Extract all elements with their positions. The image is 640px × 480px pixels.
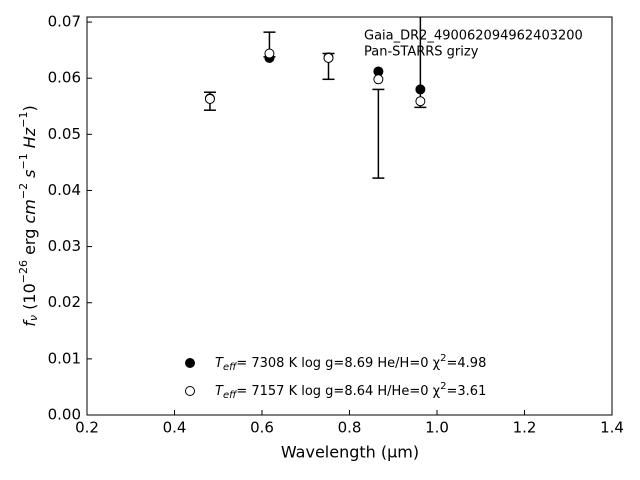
- y-label-part: −1: [17, 153, 30, 169]
- legend-label: Teff= 7308 K log g=8.69 He/H=0 χ2=4.98: [215, 353, 486, 373]
- y-tick-label: 0.06: [48, 69, 81, 87]
- x-axis-label: Wavelength (μm): [281, 443, 419, 462]
- y-tick-label: 0.00: [48, 406, 81, 424]
- x-tick-label: 1.4: [600, 419, 624, 437]
- y-label-part: f: [20, 319, 39, 327]
- errorbar-group: [203, 17, 427, 179]
- x-tick-label: 0.4: [163, 419, 187, 437]
- data-point: [415, 96, 426, 107]
- y-axis-label: fν (10−26 erg cm−2 s−1 Hz−1): [17, 105, 40, 326]
- legend-label: Teff= 7157 K log g=8.64 H/He=0 χ2=3.61: [215, 381, 486, 401]
- y-tick-label: 0.04: [48, 181, 81, 199]
- x-tick-label: 1.2: [513, 419, 537, 437]
- y-tick-label: 0.05: [48, 125, 81, 143]
- y-tick-label: 0.01: [48, 349, 81, 367]
- data-point: [415, 84, 426, 95]
- x-tick-label: 1.0: [425, 419, 449, 437]
- y-tick-label: 0.03: [48, 237, 81, 255]
- data-point: [373, 74, 384, 85]
- x-tick-label: 0.8: [338, 419, 362, 437]
- legend-marker: [185, 386, 195, 396]
- errorbar: [414, 17, 427, 109]
- y-label-part: −2: [17, 183, 30, 199]
- data-point: [264, 48, 275, 59]
- y-label-part: ): [20, 105, 39, 111]
- x-tick-label: 0.6: [250, 419, 274, 437]
- data-point: [323, 52, 334, 63]
- y-label-part: (10: [20, 283, 39, 315]
- y-label-part: −26: [17, 260, 30, 283]
- y-label-part: erg: [20, 224, 39, 260]
- y-label-part: −1: [17, 112, 30, 128]
- y-label-part: ν: [27, 315, 40, 321]
- data-point: [204, 93, 215, 104]
- y-label-part: cm: [20, 199, 39, 223]
- y-tick-label: 0.07: [48, 13, 81, 31]
- y-label-part: Hz: [20, 127, 39, 153]
- annotation: Pan-STARRS grizy: [364, 45, 479, 60]
- annotation: Gaia_DR2_490062094962403200: [364, 29, 583, 44]
- x-tick-label: 0.2: [75, 419, 99, 437]
- errorbar: [372, 88, 385, 179]
- legend-marker: [185, 358, 195, 368]
- y-label-part: s: [20, 170, 39, 183]
- y-tick-label: 0.02: [48, 293, 81, 311]
